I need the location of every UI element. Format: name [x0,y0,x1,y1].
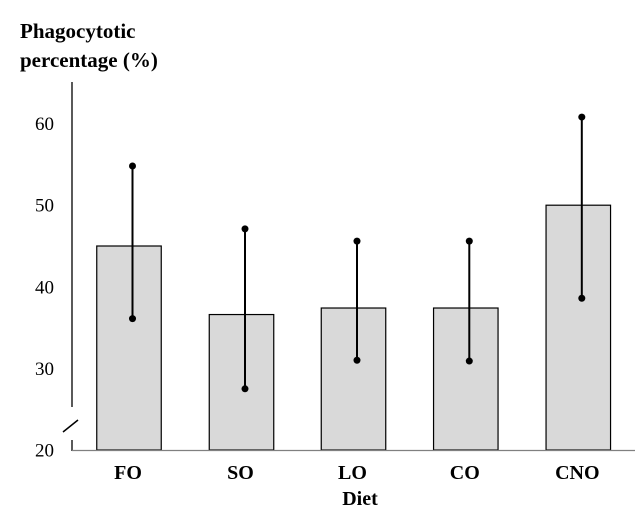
y-axis-title-line-1: Phagocytotic [20,19,135,43]
error-cap-upper-fo [129,162,136,170]
error-cap-upper-lo [353,237,361,245]
y-tick-label: 20 [35,441,54,462]
error-cap-lower-cno [578,294,586,302]
bar-so [208,313,275,451]
x-category-labels: FO SO LO CO CNO [114,462,599,484]
x-category-label: LO [338,462,367,484]
y-tick-labels: 20 30 40 50 60 [35,114,54,461]
x-category-label: CO [450,462,480,484]
error-cap-lower-fo [129,315,136,323]
error-cap-lower-lo [353,356,361,364]
error-cap-lower-co [465,357,473,365]
y-tick-label: 40 [35,277,54,298]
x-category-label: CNO [555,462,599,484]
axis-break-mark [62,419,79,433]
bar-cno [545,204,612,451]
error-cap-upper-cno [578,113,586,121]
error-cap-lower-so [241,385,249,393]
x-category-label: FO [114,462,142,484]
y-axis-title-line-2: percentage (%) [20,48,158,72]
error-cap-upper-co [465,237,473,245]
y-tick-label: 60 [35,114,54,135]
y-tick-label: 50 [35,196,54,217]
y-tick-label: 30 [35,359,54,380]
x-category-label: SO [227,462,254,484]
bars-group [96,204,612,451]
error-cap-upper-so [241,225,249,233]
bar-co [432,307,499,451]
bar-lo [320,307,387,451]
x-axis-title: Diet [342,488,378,510]
bar-fo [96,245,162,451]
error-bars-group [129,113,586,393]
